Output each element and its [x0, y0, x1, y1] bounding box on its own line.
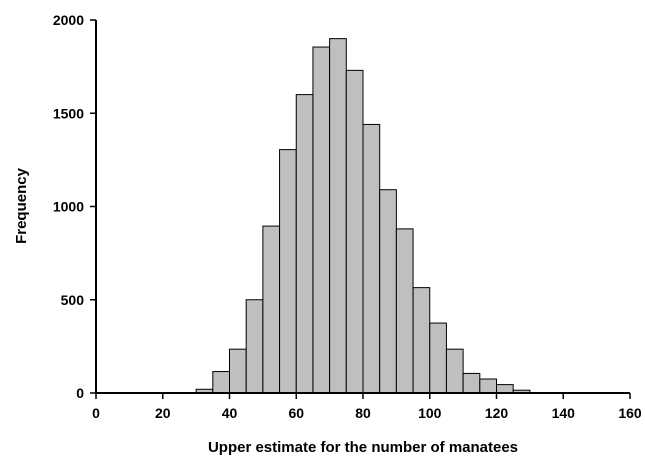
x-tick-label-140: 140: [552, 405, 576, 421]
histogram-bar-35: [212, 371, 230, 394]
histogram-bar-45: [245, 299, 264, 394]
histogram-bar-85: [379, 189, 397, 394]
histogram-bar-105: [445, 348, 464, 394]
y-tick-label-2000: 2000: [53, 12, 84, 28]
histogram-bar-120: [496, 384, 514, 394]
histogram-bar-95: [412, 287, 431, 394]
y-tick-label-1000: 1000: [53, 199, 84, 215]
y-tick-label-0: 0: [76, 385, 84, 401]
histogram-bar-65: [312, 46, 331, 394]
histogram-bar-100: [429, 322, 447, 394]
histogram-bar-75: [345, 69, 364, 394]
y-ticks-group: 0 500 1000 1500 2000: [53, 12, 96, 401]
x-tick-label-40: 40: [222, 405, 238, 421]
x-ticks-group: 0 20 40 60 80 100 120 140 160: [92, 393, 642, 421]
histogram-bar-50: [262, 225, 281, 394]
histogram-bar-115: [479, 378, 497, 394]
bars-group: [195, 38, 531, 394]
x-tick-label-20: 20: [155, 405, 171, 421]
x-tick-label-120: 120: [485, 405, 509, 421]
histogram-bar-55: [279, 149, 297, 394]
histogram-bar-80: [362, 123, 381, 394]
histogram-bar-90: [395, 228, 414, 394]
histogram-bar-70: [329, 38, 347, 394]
x-tick-label-60: 60: [288, 405, 304, 421]
histogram-bar-60: [295, 94, 314, 394]
histogram-bar-40: [229, 348, 247, 394]
x-tick-label-160: 160: [618, 405, 642, 421]
x-tick-label-80: 80: [355, 405, 371, 421]
x-tick-label-100: 100: [418, 405, 442, 421]
y-tick-label-1500: 1500: [53, 105, 84, 121]
y-tick-label-500: 500: [61, 292, 85, 308]
x-axis-title: Upper estimate for the number of manatee…: [208, 439, 518, 456]
y-axis-title: Frequency: [13, 167, 30, 244]
histogram-bar-110: [462, 372, 481, 394]
x-tick-label-0: 0: [92, 405, 100, 421]
